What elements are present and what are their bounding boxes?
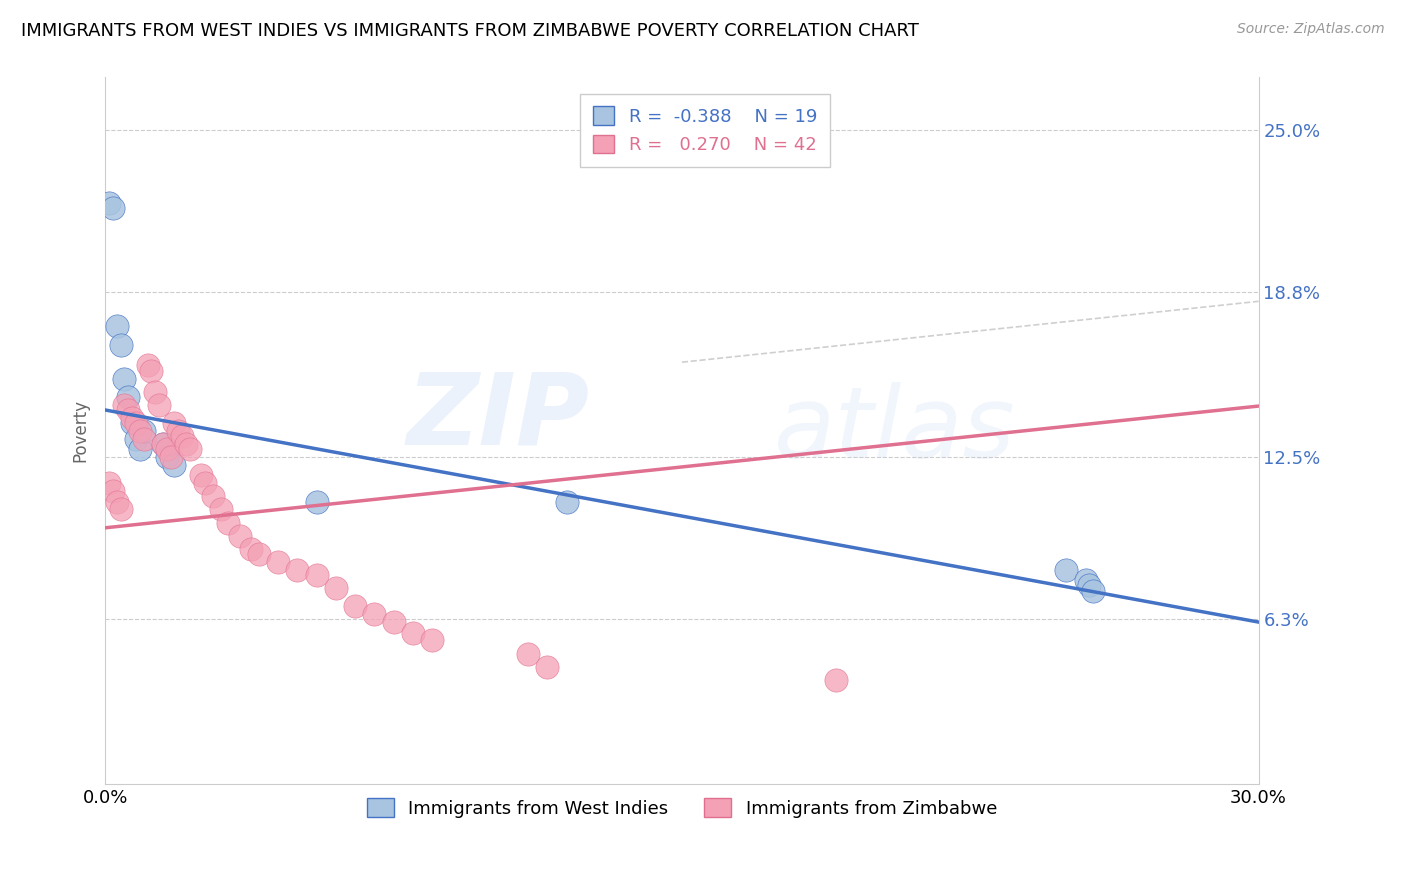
Text: IMMIGRANTS FROM WEST INDIES VS IMMIGRANTS FROM ZIMBABWE POVERTY CORRELATION CHAR: IMMIGRANTS FROM WEST INDIES VS IMMIGRANT…: [21, 22, 920, 40]
Point: [305, 568, 328, 582]
Point: [148, 398, 170, 412]
Point: [159, 450, 181, 464]
Point: [287, 563, 309, 577]
Point: [382, 615, 405, 629]
Point: [114, 398, 136, 412]
Y-axis label: Poverty: Poverty: [72, 400, 89, 462]
Point: [172, 429, 194, 443]
Point: [101, 202, 124, 216]
Point: [163, 458, 186, 472]
Point: [117, 403, 139, 417]
Point: [167, 424, 190, 438]
Point: [125, 416, 148, 430]
Point: [420, 633, 443, 648]
Point: [201, 489, 224, 503]
Point: [1083, 583, 1105, 598]
Point: [824, 673, 846, 687]
Point: [105, 319, 128, 334]
Point: [174, 437, 197, 451]
Point: [363, 607, 385, 622]
Point: [110, 337, 132, 351]
Point: [110, 502, 132, 516]
Point: [98, 196, 121, 211]
Point: [141, 364, 163, 378]
Point: [152, 437, 174, 451]
Point: [190, 468, 212, 483]
Point: [179, 442, 201, 457]
Legend: Immigrants from West Indies, Immigrants from Zimbabwe: Immigrants from West Indies, Immigrants …: [360, 791, 1004, 825]
Text: ZIP: ZIP: [406, 368, 589, 466]
Point: [217, 516, 239, 530]
Point: [1074, 573, 1097, 587]
Point: [105, 494, 128, 508]
Point: [152, 437, 174, 451]
Point: [344, 599, 367, 614]
Point: [98, 476, 121, 491]
Point: [117, 390, 139, 404]
Point: [156, 450, 179, 464]
Point: [194, 476, 217, 491]
Point: [402, 625, 425, 640]
Point: [114, 371, 136, 385]
Point: [163, 416, 186, 430]
Point: [1054, 563, 1077, 577]
Point: [517, 647, 540, 661]
Point: [125, 432, 148, 446]
Point: [156, 442, 179, 457]
Point: [121, 410, 143, 425]
Point: [136, 359, 159, 373]
Point: [267, 555, 290, 569]
Point: [132, 424, 155, 438]
Point: [555, 494, 578, 508]
Point: [247, 547, 270, 561]
Point: [209, 502, 232, 516]
Point: [132, 432, 155, 446]
Text: Source: ZipAtlas.com: Source: ZipAtlas.com: [1237, 22, 1385, 37]
Point: [1078, 578, 1101, 592]
Point: [128, 424, 150, 438]
Point: [128, 442, 150, 457]
Point: [325, 581, 347, 595]
Point: [121, 416, 143, 430]
Point: [536, 659, 558, 673]
Point: [240, 541, 263, 556]
Point: [143, 384, 166, 399]
Point: [305, 494, 328, 508]
Point: [101, 484, 124, 499]
Point: [229, 529, 252, 543]
Text: atlas: atlas: [775, 383, 1015, 479]
